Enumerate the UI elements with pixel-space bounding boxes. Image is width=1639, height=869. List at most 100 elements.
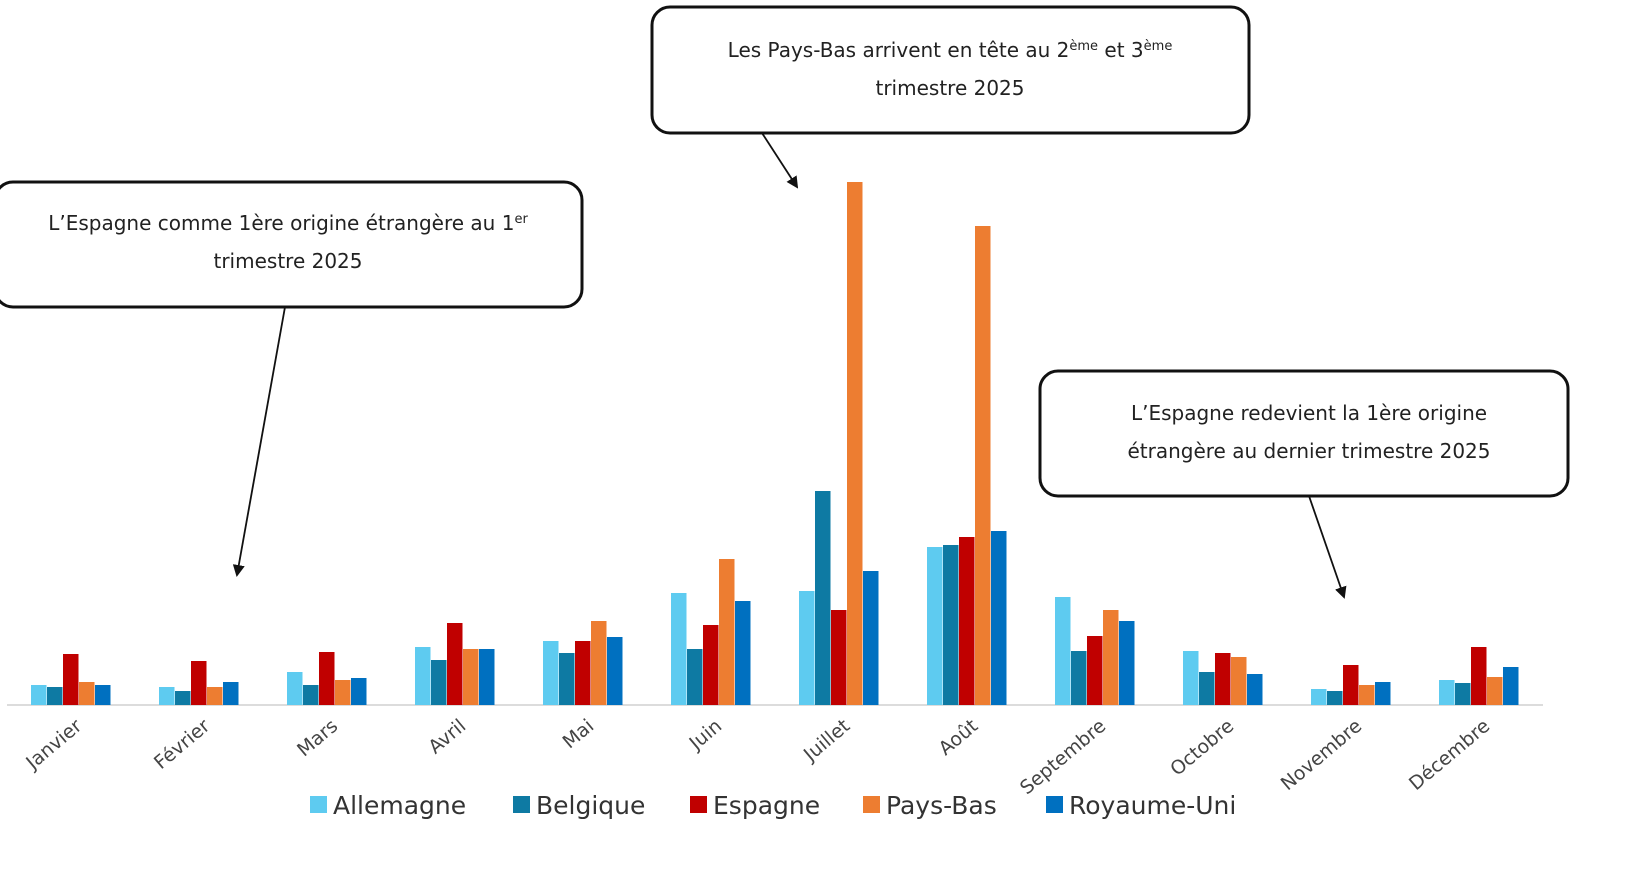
bar [479,649,495,705]
bar [1503,667,1519,705]
annotation-segment: L’Espagne comme 1ère origine étrangère a… [48,211,514,235]
bar [303,685,319,705]
bar [335,680,351,705]
bar [79,682,95,705]
callout-box [0,180,584,309]
x-tick-label: Janvier [21,715,86,775]
bar [95,685,111,705]
legend-label: Espagne [713,791,820,820]
bar [159,687,175,705]
bar [831,610,847,705]
legend-label: Pays-Bas [886,791,997,820]
bar [1183,651,1199,705]
annotation-segment: et 3 [1098,38,1144,62]
bar [943,545,959,705]
bar [991,531,1007,705]
legend-label: Royaume-Uni [1069,791,1236,820]
bar [1199,672,1215,705]
bar [1343,665,1359,705]
bar [735,601,751,705]
bar [175,691,191,705]
bar [31,685,47,705]
bar [463,649,479,705]
bar [223,682,239,705]
bar [1055,597,1071,705]
bar [1231,657,1247,705]
x-tick-label: Juin [685,715,727,755]
annotation-segment: ème [1144,39,1173,54]
x-tick-label: Novembre [1277,715,1367,795]
bar [703,625,719,705]
x-tick-label: Mars [293,715,342,761]
bar [799,591,815,705]
annotation-segment: trimestre 2025 [213,249,362,273]
callout-box [1038,369,1570,498]
bar [287,672,303,705]
bar [1439,680,1455,705]
bar [1471,647,1487,705]
bar [1327,691,1343,705]
x-tick-label: Février [150,715,214,774]
annotation-text: étrangère au dernier trimestre 2025 [1127,439,1490,463]
bar [863,571,879,705]
x-tick-label: Octobre [1166,715,1238,780]
x-tick-label: Mai [559,715,599,753]
bar [447,623,463,705]
bar [1375,682,1391,705]
bar [607,637,623,705]
bar [47,687,63,705]
x-tick-label: Septembre [1016,715,1110,799]
annotation-text: trimestre 2025 [213,249,362,273]
bar [1119,621,1135,705]
bar [591,621,607,705]
bar [207,687,223,705]
bar [559,653,575,705]
callout-arrow [1308,495,1347,599]
x-tick-label: Avril [424,715,470,759]
callout-arrow [761,132,799,189]
legend-swatch [310,796,327,813]
x-tick-label: Juillet [799,715,854,766]
bar [1455,683,1471,705]
annotation-text: trimestre 2025 [875,76,1024,100]
bar [1071,651,1087,705]
bar [1087,636,1103,705]
bar [63,654,79,705]
legend-label: Belgique [536,791,645,820]
x-tick-label: Août [935,715,983,760]
annotation-segment: er [514,212,528,227]
callout-box [650,5,1251,135]
annotation-segment: trimestre 2025 [875,76,1024,100]
bar [687,649,703,705]
bar [927,547,943,705]
annotation-text: Les Pays-Bas arrivent en tête au 2 ème et… [728,38,1173,62]
bar [1103,610,1119,705]
bar [847,182,863,705]
bar [319,652,335,705]
bar [415,647,431,705]
bar [431,660,447,705]
annotation-text: L’Espagne redevient la 1ère origine [1131,401,1487,425]
legend-label: Allemagne [333,791,466,820]
x-tick-label: Décembre [1405,715,1494,795]
annotation-segment: Les Pays-Bas arrivent en tête au 2 [728,38,1070,62]
bar [575,641,591,705]
bar [975,226,991,705]
bar [1359,685,1375,705]
bar [815,491,831,705]
bar [719,559,735,705]
bar [543,641,559,705]
bar [1215,653,1231,705]
annotation-segment: L’Espagne redevient la 1ère origine [1131,401,1487,425]
bar [671,593,687,705]
bar [1247,674,1263,705]
bar [959,537,975,705]
annotation-text: L’Espagne comme 1ère origine étrangère a… [48,211,528,235]
legend-swatch [513,796,530,813]
bar [191,661,207,705]
bar [1487,677,1503,705]
annotation-segment: étrangère au dernier trimestre 2025 [1127,439,1490,463]
legend-swatch [690,796,707,813]
bar [351,678,367,705]
